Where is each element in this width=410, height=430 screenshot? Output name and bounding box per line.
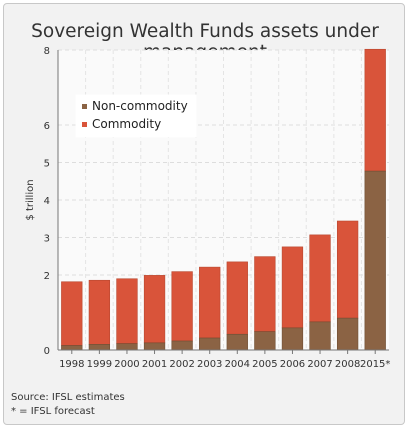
source-note: Source: IFSL estimates * = IFSL forecast [11, 391, 125, 419]
x-tick-label: 2005 [252, 359, 277, 370]
bar-non-commodity [364, 170, 386, 351]
bar-non-commodity [309, 321, 331, 351]
y-tick-label: 6 [44, 121, 50, 132]
bar-non-commodity [143, 342, 166, 351]
x-tick-label: 1999 [87, 359, 112, 370]
bar-commodity [116, 278, 138, 344]
y-tick-label: 8 [44, 46, 50, 57]
forecast-note: * = IFSL forecast [11, 406, 95, 417]
bar-commodity [281, 246, 304, 329]
bar-non-commodity [61, 345, 83, 351]
bar-commodity [171, 271, 193, 342]
y-tick-label: 5 [44, 159, 50, 170]
y-tick-label: 2 [44, 271, 50, 282]
bar-non-commodity [336, 317, 359, 351]
x-tick-label: 2015* [360, 359, 390, 370]
x-tick-label: 2002 [169, 359, 194, 370]
bar-commodity [226, 261, 248, 335]
x-tick-label: 2003 [197, 359, 222, 370]
x-tick-label: 2007 [307, 359, 332, 370]
bar-commodity [364, 48, 386, 172]
bar-non-commodity [199, 337, 221, 351]
bar-non-commodity [88, 344, 111, 351]
legend-swatch [82, 104, 87, 109]
bar-commodity [61, 281, 83, 346]
bar-non-commodity [171, 340, 193, 351]
legend-box [75, 94, 197, 138]
bar-commodity [88, 279, 111, 345]
y-tick-label: 3 [44, 234, 50, 245]
bar-non-commodity [116, 343, 138, 351]
x-tick-label: 2001 [142, 359, 167, 370]
legend-label: Non-commodity [92, 99, 188, 113]
x-tick-label: 1998 [59, 359, 84, 370]
source-line: Source: IFSL estimates [11, 392, 125, 403]
bar-non-commodity [254, 331, 276, 351]
x-tick-label: 2008 [335, 359, 360, 370]
bar-commodity [254, 256, 276, 332]
bar-non-commodity [226, 333, 248, 351]
y-axis-label: $ trillion [25, 179, 36, 220]
x-tick-label: 2004 [225, 359, 250, 370]
bar-commodity [309, 234, 331, 323]
bar-commodity [143, 275, 166, 344]
x-tick-label: 2000 [114, 359, 139, 370]
legend-swatch [82, 122, 87, 127]
y-tick-label: 0 [44, 346, 50, 357]
y-tick-label: 4 [44, 196, 50, 207]
legend-label: Commodity [92, 117, 161, 131]
x-tick-label: 2006 [280, 359, 305, 370]
bar-commodity [199, 266, 221, 339]
bar-commodity [336, 220, 359, 319]
bar-non-commodity [281, 327, 304, 351]
